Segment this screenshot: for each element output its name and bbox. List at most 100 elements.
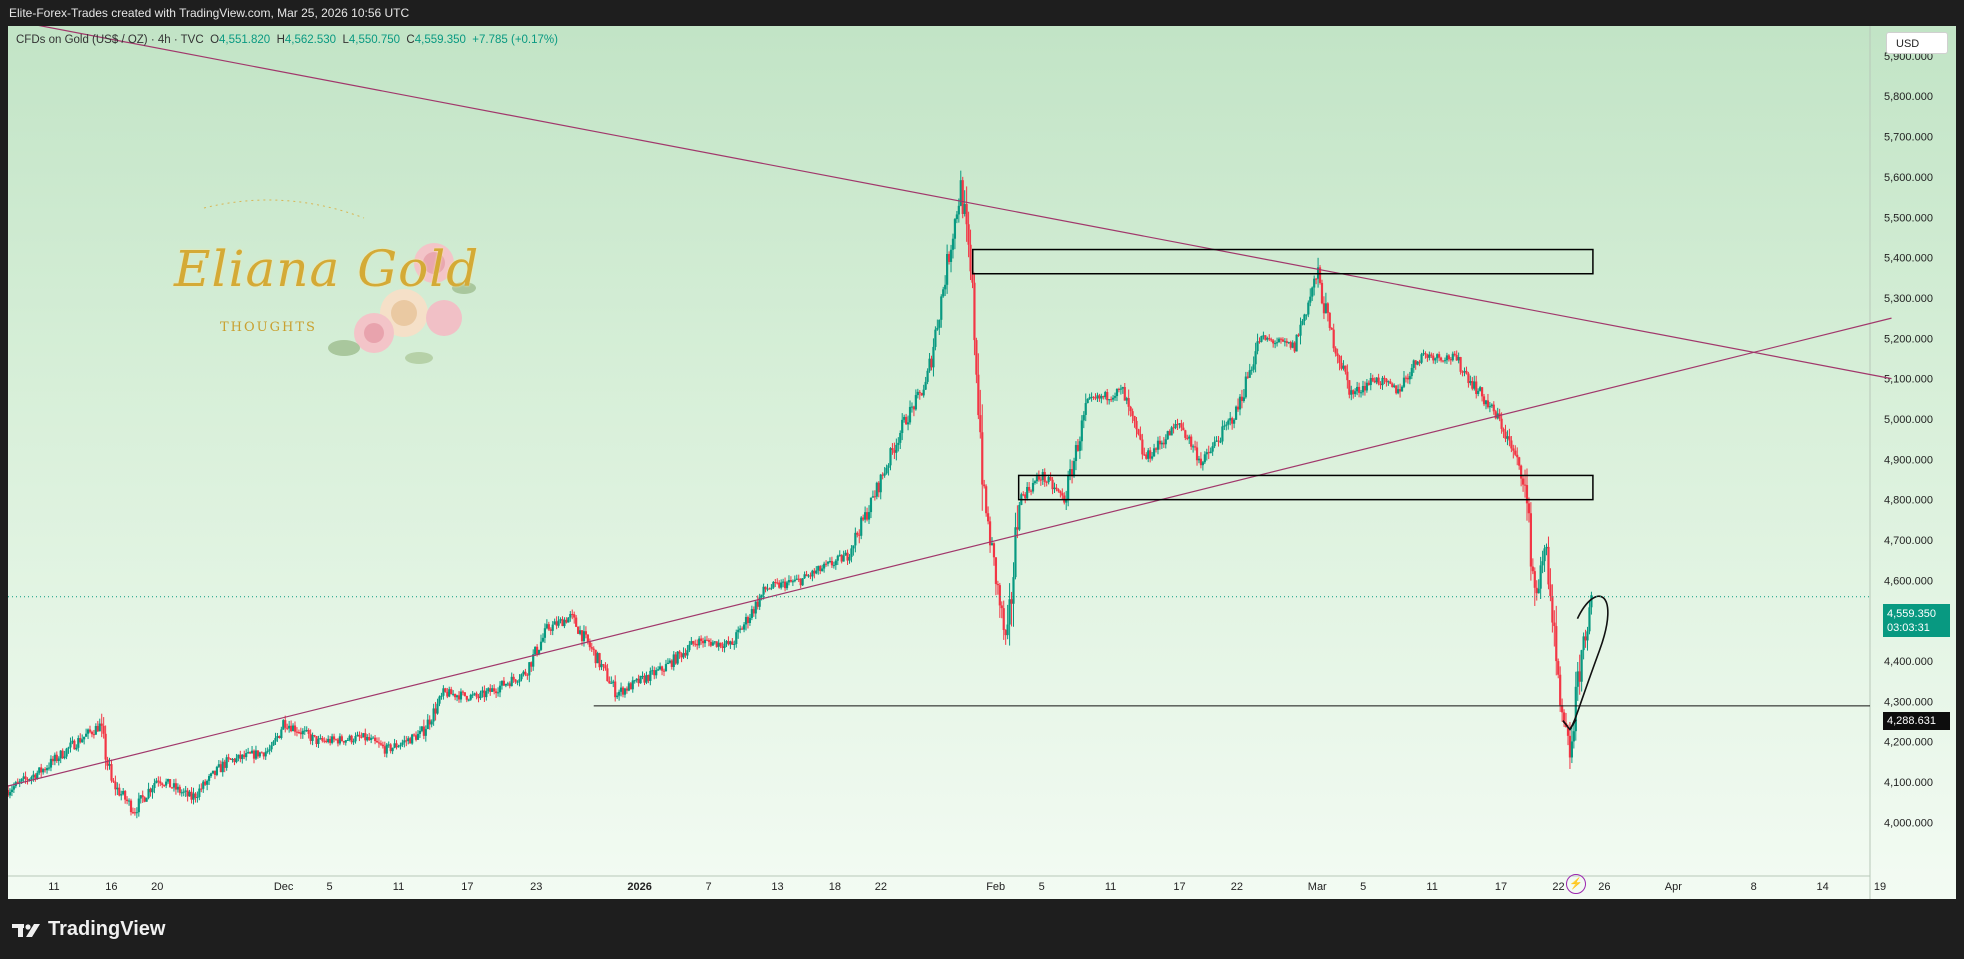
candle-body	[606, 668, 609, 682]
candle-body	[1270, 339, 1273, 341]
candle-body	[778, 582, 781, 588]
candle-body	[670, 660, 673, 667]
x-tick-label: 20	[151, 881, 163, 893]
candle-body	[336, 739, 340, 744]
candle-body	[514, 679, 517, 682]
candle-body	[373, 737, 377, 741]
candle-body	[690, 641, 693, 645]
candle-body	[116, 787, 119, 790]
candle-body	[461, 691, 465, 693]
candle-body	[766, 588, 769, 590]
candle-body	[1260, 336, 1263, 342]
candle-body	[1389, 381, 1392, 384]
candle-body	[1233, 419, 1236, 424]
candle-body	[79, 738, 82, 743]
candle-body	[580, 630, 584, 642]
lightning-icon[interactable]: ⚡	[1566, 874, 1586, 894]
candle-body	[473, 693, 476, 695]
candle-body	[414, 735, 418, 740]
candle-body	[1258, 341, 1261, 343]
candle-body	[495, 691, 498, 694]
candle-body	[785, 582, 789, 589]
candle-body	[996, 583, 999, 586]
candle-body	[309, 733, 312, 741]
close-label: C	[406, 34, 415, 46]
candle-body	[237, 754, 240, 758]
candle-body	[1521, 478, 1525, 485]
curved-arrow[interactable]	[1569, 595, 1609, 730]
candle-body	[207, 776, 211, 781]
candle-body	[723, 643, 726, 648]
x-tick-label: 19	[1874, 881, 1886, 893]
candle-body	[770, 587, 773, 589]
candle-body	[1479, 387, 1482, 391]
currency-button[interactable]: USD	[1886, 32, 1948, 54]
candle-body	[1402, 377, 1406, 387]
candle-body	[1037, 476, 1040, 480]
zone-rectangle[interactable]	[971, 248, 1594, 275]
y-tick-label: 5,000.000	[1884, 414, 1933, 426]
candle-body	[1455, 355, 1458, 361]
candle-body	[1279, 338, 1283, 340]
trendline[interactable]	[8, 26, 1892, 380]
symbol-legend[interactable]: CFDs on Gold (US$ / OZ) · 4h · TVC O4,55…	[16, 34, 558, 46]
candle-body	[426, 719, 429, 730]
change-value: +7.785 (+0.17%)	[472, 34, 558, 46]
candle-body	[182, 791, 185, 793]
candle-body	[77, 738, 80, 748]
candle-body	[1006, 624, 1009, 636]
candle-body	[938, 319, 941, 328]
candle-body	[1231, 418, 1234, 424]
candle-body	[1523, 484, 1527, 486]
candle-body	[520, 674, 523, 680]
symbol-name[interactable]: CFDs on Gold (US$ / OZ) · 4h · TVC	[16, 34, 204, 46]
candle-body	[213, 770, 217, 775]
y-tick-label: 5,400.000	[1884, 253, 1933, 265]
candle-body	[1197, 458, 1201, 461]
candle-body	[496, 692, 500, 694]
trendline[interactable]	[8, 317, 1892, 787]
candle-body	[200, 788, 203, 790]
candle-body	[719, 642, 722, 647]
brand-name: TradingView	[48, 918, 166, 940]
zone-rectangle[interactable]	[1017, 474, 1594, 501]
candle-body	[1248, 370, 1251, 378]
candle-body	[358, 734, 361, 737]
candle-body	[713, 641, 716, 643]
candle-body	[338, 736, 342, 744]
candle-body	[1582, 636, 1585, 651]
candle-body	[475, 693, 478, 697]
candle-body	[1350, 390, 1353, 395]
candle-body	[180, 792, 183, 794]
x-tick-label: 14	[1816, 881, 1828, 893]
chart-area[interactable]: 4,000.000 4,100.000 4,200.000 4,300.000 4,40…	[8, 26, 1956, 899]
candle-body	[1055, 487, 1058, 490]
candle-body	[703, 639, 707, 644]
candle-body	[953, 219, 957, 239]
high-value: 4,562.530	[284, 34, 337, 46]
candle-body	[1469, 381, 1472, 384]
candle-body	[422, 726, 425, 736]
tradingview-logo[interactable]: TradingView	[12, 918, 165, 941]
candle-body	[1397, 389, 1400, 394]
candle-body	[664, 664, 668, 672]
candle-body	[405, 740, 408, 742]
candle-body	[627, 683, 630, 691]
candle-body	[75, 747, 78, 750]
candle-body	[662, 670, 666, 672]
candle-body	[575, 617, 578, 627]
candle-body	[1461, 371, 1464, 373]
y-tick-label: 5,600.000	[1884, 172, 1933, 184]
candle-body	[1178, 423, 1181, 425]
candle-body	[680, 653, 683, 658]
candle-body	[168, 779, 172, 788]
candle-body	[852, 545, 855, 549]
candle-body	[881, 474, 884, 476]
candle-body	[442, 688, 445, 696]
candle-body	[416, 733, 420, 740]
chart-svg[interactable]: 4,000.000 4,100.000 4,200.000 4,300.000 4,40…	[8, 26, 1956, 899]
x-tick-label: 7	[706, 881, 712, 893]
candle-body	[1385, 378, 1388, 383]
candle-body	[750, 609, 753, 618]
candle-body	[969, 244, 972, 272]
